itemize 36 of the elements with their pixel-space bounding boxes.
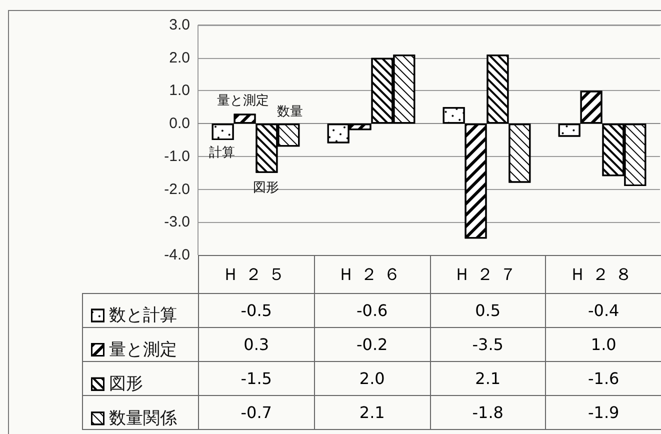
y-tick-label: 2.0 [169,49,190,66]
legend-label: 量と測定 [108,340,177,360]
x-tick-label: Ｈ２７ [430,256,546,294]
y-tick-label: -1.0 [164,148,190,165]
annotation: 量と測定 [217,94,269,108]
data-label: -1.6 [546,362,661,396]
data-label: -1.5 [198,362,314,396]
x-tick-label: Ｈ２８ [546,256,661,294]
legend-label: 数と計算 [108,306,177,326]
annotation: 図形 [253,180,279,196]
data-label: 2.1 [430,362,546,396]
data-label: -0.4 [546,294,661,328]
legend-label: 数量関係 [108,408,177,428]
data-label: -1.8 [430,396,546,430]
data-label: 0.3 [198,328,314,362]
data-label: -0.5 [198,294,314,328]
data-label: -0.7 [198,396,314,430]
data-label: 2.0 [314,362,430,396]
data-label: -0.6 [314,294,430,328]
legend-label: 図形 [108,374,143,394]
data-label: -1.9 [546,396,661,430]
y-tick-label: -2.0 [164,180,190,198]
y-tick-label: 1.0 [169,82,190,100]
data-label: -3.5 [430,328,546,362]
y-tick-label: 0.0 [169,115,190,132]
x-tick-label: Ｈ２６ [314,256,430,294]
y-tick-label: -3.0 [164,214,190,231]
data-label: 0.5 [430,294,546,328]
y-tick-label: -4.0 [164,246,190,264]
annotation: 計算 [209,146,235,160]
data-label: -0.2 [314,328,430,362]
annotation: 数量 [277,104,303,120]
data-label: 1.0 [546,328,661,362]
data-label: 2.1 [314,396,430,430]
y-tick-label: 3.0 [169,16,190,34]
x-tick-label: Ｈ２５ [198,256,314,294]
